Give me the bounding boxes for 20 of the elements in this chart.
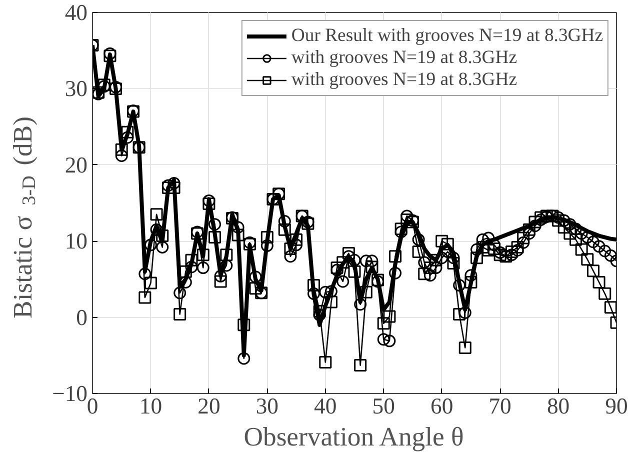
x-tick-label: 70	[488, 394, 512, 418]
legend-label: with grooves N=19 at 8.3GHz	[291, 69, 517, 91]
x-tick-label: 60	[430, 394, 454, 418]
x-tick-label: 10	[139, 394, 162, 418]
x-tick-label: 50	[372, 394, 395, 418]
legend-label: Our Result with grooves N=19 at 8.3GHz	[291, 25, 603, 47]
y-tick-label: −10	[52, 381, 88, 406]
y-tick-label: 20	[64, 152, 88, 178]
x-tick-label: 30	[256, 394, 278, 418]
y-axis-title: Bistatic σ3-D (dB)	[8, 116, 40, 318]
x-tick-label: 20	[198, 394, 220, 418]
legend-label: with grooves N=19 at 8.3GHz	[291, 47, 517, 69]
y-tick-label: 30	[64, 76, 88, 102]
x-tick-label: 40	[314, 394, 337, 418]
x-axis-title: Observation Angle θ	[244, 422, 464, 452]
y-tick-label: 0	[76, 304, 88, 330]
y-tick-label: 10	[64, 228, 88, 254]
x-tick-label: 90	[605, 394, 628, 418]
y-tick-label: 40	[64, 0, 88, 25]
x-tick-label: 80	[546, 394, 570, 418]
